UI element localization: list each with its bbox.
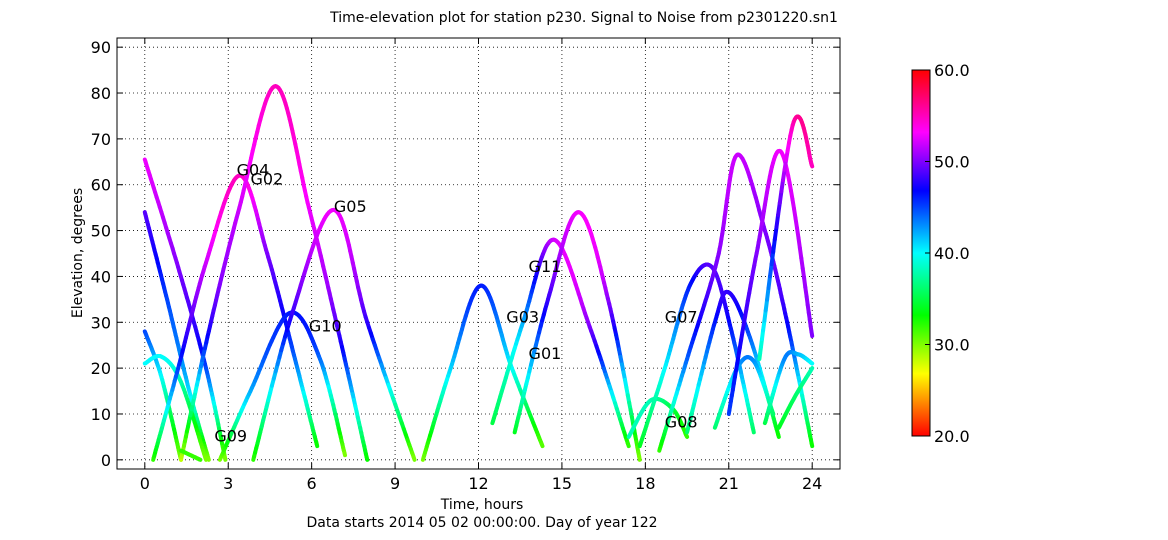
satellite-track — [142, 210, 211, 462]
x-axis-sublabel: Data starts 2014 05 02 00:00:00. Day of … — [306, 515, 657, 531]
satellite-label-g07: G07 — [665, 307, 698, 326]
satellite-label-g05: G05 — [334, 197, 367, 216]
colorbar-tick-label: 40.0 — [934, 244, 970, 263]
satellite-track — [142, 329, 183, 462]
y-tick-label: 0 — [101, 451, 111, 470]
y-tick-label: 50 — [91, 222, 111, 241]
satellite-label-g03: G03 — [506, 307, 539, 326]
x-tick-label: 15 — [552, 474, 572, 493]
x-tick-label: 3 — [223, 474, 233, 493]
x-tick-label: 6 — [307, 474, 317, 493]
satellite-track — [490, 237, 631, 449]
satellite-track — [757, 114, 815, 361]
satellite-track — [251, 207, 417, 462]
x-tick-label: 0 — [140, 474, 150, 493]
track-segment — [776, 432, 781, 439]
x-tick-label: 24 — [802, 474, 822, 493]
satellite-label-g02: G02 — [250, 170, 283, 189]
track-segment — [206, 456, 211, 462]
x-axis-label: Time, hours — [440, 497, 524, 513]
y-tick-label: 60 — [91, 176, 111, 195]
satellite-label-g01: G01 — [529, 344, 562, 363]
track-segment — [203, 456, 208, 462]
y-tick-label: 70 — [91, 130, 111, 149]
track-segment — [539, 442, 545, 449]
colorbar-tick-label: 60.0 — [934, 61, 970, 80]
y-axis-ticks: 0 10 20 30 40 50 60 70 80 90 — [91, 38, 840, 470]
grid-lines — [117, 38, 840, 469]
track-segment — [314, 442, 320, 449]
satellite-track — [179, 448, 203, 462]
track-segment — [768, 262, 774, 279]
satellite-label-g10: G10 — [309, 316, 342, 335]
chart-title: Time-elevation plot for station p230. Si… — [329, 10, 838, 26]
satellite-track — [420, 283, 545, 462]
satellite-track — [726, 148, 815, 416]
track-segment — [772, 225, 779, 242]
colorbar-tick-label: 20.0 — [934, 427, 970, 446]
y-axis-label: Elevation, degrees — [70, 188, 86, 318]
track-segment — [769, 249, 776, 267]
y-tick-label: 30 — [91, 313, 111, 332]
satellite-track — [151, 173, 320, 462]
satellite-label-g09: G09 — [214, 426, 247, 445]
track-segment — [751, 428, 756, 435]
satellite-track — [762, 350, 815, 426]
track-segment — [771, 237, 777, 254]
y-tick-label: 20 — [91, 359, 111, 378]
x-tick-label: 21 — [719, 474, 739, 493]
track-segment — [776, 200, 782, 217]
track-segment — [770, 410, 776, 416]
colorbar-ticks: 20.0 30.0 40.0 50.0 60.0 — [925, 61, 970, 446]
x-tick-label: 9 — [390, 474, 400, 493]
y-tick-label: 40 — [91, 267, 111, 286]
track-segment — [625, 441, 631, 449]
satellite-label-g08: G08 — [665, 413, 698, 432]
track-segment — [774, 212, 781, 230]
x-tick-label: 12 — [468, 474, 488, 493]
track-segment — [809, 441, 815, 449]
colorbar-tick-label: 50.0 — [934, 153, 970, 172]
y-tick-label: 10 — [91, 405, 111, 424]
satellite-label-g04: G04 — [237, 161, 270, 180]
track-segment — [342, 451, 347, 458]
x-axis-ticks: 0 3 6 9 12 15 18 21 24 — [140, 38, 822, 493]
satellite-track — [657, 152, 815, 453]
track-segment — [364, 455, 370, 462]
colorbar-tick-label: 30.0 — [934, 336, 970, 355]
satellite-track — [217, 310, 347, 462]
track-segment — [809, 329, 815, 338]
track-segment — [637, 454, 642, 462]
series-layer — [142, 84, 815, 462]
y-tick-label: 90 — [91, 38, 111, 57]
satellite-track — [776, 366, 815, 430]
y-tick-label: 80 — [91, 84, 111, 103]
track-segment — [411, 454, 417, 462]
x-tick-label: 18 — [635, 474, 655, 493]
satellite-label-g11: G11 — [529, 257, 562, 276]
